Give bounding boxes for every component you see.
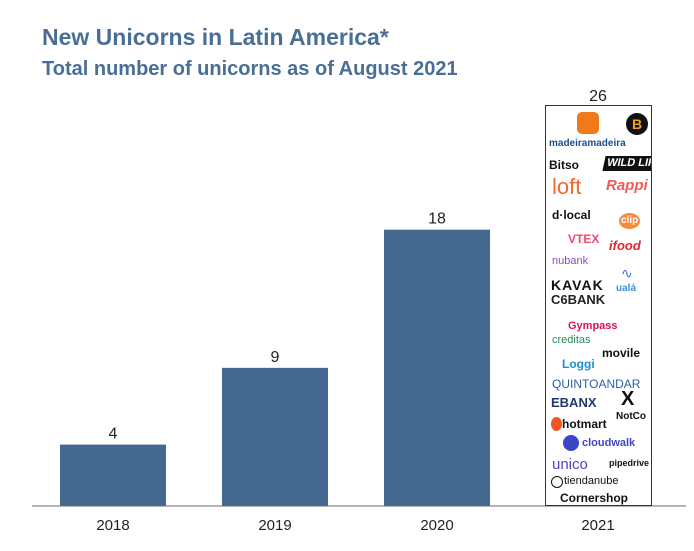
x-tick-2020: 2020 [420, 517, 453, 534]
value-labels-group: 4 9 18 26 [109, 88, 607, 443]
x-tick-labels-group: 2018 2019 2020 2021 [96, 517, 614, 534]
logo-madeiramadeira: madeiramadeira [549, 138, 626, 149]
logo-loft: loft [552, 174, 582, 199]
logo-loggi: Loggi [562, 357, 595, 371]
logo-clip: clip [619, 213, 641, 229]
bar-2020 [384, 229, 490, 506]
house-logo-icon [577, 112, 599, 134]
bar-2019 [222, 367, 328, 506]
logo-movile: movile [602, 346, 641, 360]
logo-cornershop: Cornershop [560, 491, 629, 505]
logo-bitso: Bitso [549, 158, 579, 172]
logo-nubank: nubank [552, 255, 589, 267]
logo-uala: ualá [616, 283, 637, 294]
uala-swirl-icon: ∿ [621, 265, 633, 281]
x-tick-2019: 2019 [258, 517, 291, 534]
logo-ifood: ifood [609, 238, 641, 253]
logo-ebanx: EBANX [551, 395, 597, 410]
logo-rappi: Rappi [606, 177, 648, 194]
value-label-2018: 4 [109, 426, 118, 443]
logo-x: X [621, 388, 635, 410]
logo-creditas: creditas [552, 334, 591, 346]
value-label-2020: 18 [428, 211, 446, 228]
logo-dlocal: d·local [552, 208, 591, 222]
bars-group [60, 229, 490, 506]
unicorn-logo-collage: B madeiramadeira Bitso WILD LIFE loft Ra… [545, 105, 652, 506]
logo-notco: NotCo [616, 411, 646, 422]
logo-cloudwalk: cloudwalk [582, 437, 636, 449]
logo-vtex: VTEX [568, 232, 600, 246]
b-logo-icon: B [626, 113, 648, 135]
value-label-2021: 26 [589, 88, 607, 105]
logo-wildlife: WILD LIFE [602, 156, 651, 171]
logo-unico: unico [552, 456, 588, 473]
bar-2018 [60, 444, 166, 506]
logo-hotmart: hotmart [562, 417, 607, 431]
chart-title: New Unicorns in Latin America* [42, 24, 389, 50]
logo-tiendanube: tiendanube [564, 475, 619, 487]
logo-pipedrive: pipedrive [609, 458, 650, 468]
logo-c6bank: C6BANK [551, 292, 606, 307]
value-label-2019: 9 [271, 349, 280, 366]
logo-quintoandar: QUINTOANDAR [552, 377, 641, 391]
chart-subtitle: Total number of unicorns as of August 20… [42, 58, 458, 80]
x-tick-2021: 2021 [581, 517, 614, 534]
hotmart-flame-icon [551, 417, 562, 431]
tiendanube-cloud-icon [551, 476, 563, 488]
x-tick-2018: 2018 [96, 517, 129, 534]
cloudwalk-circle-icon [563, 435, 579, 451]
logo-gympass: Gympass [568, 320, 618, 332]
logo-kavak: KAVAK [551, 277, 604, 293]
